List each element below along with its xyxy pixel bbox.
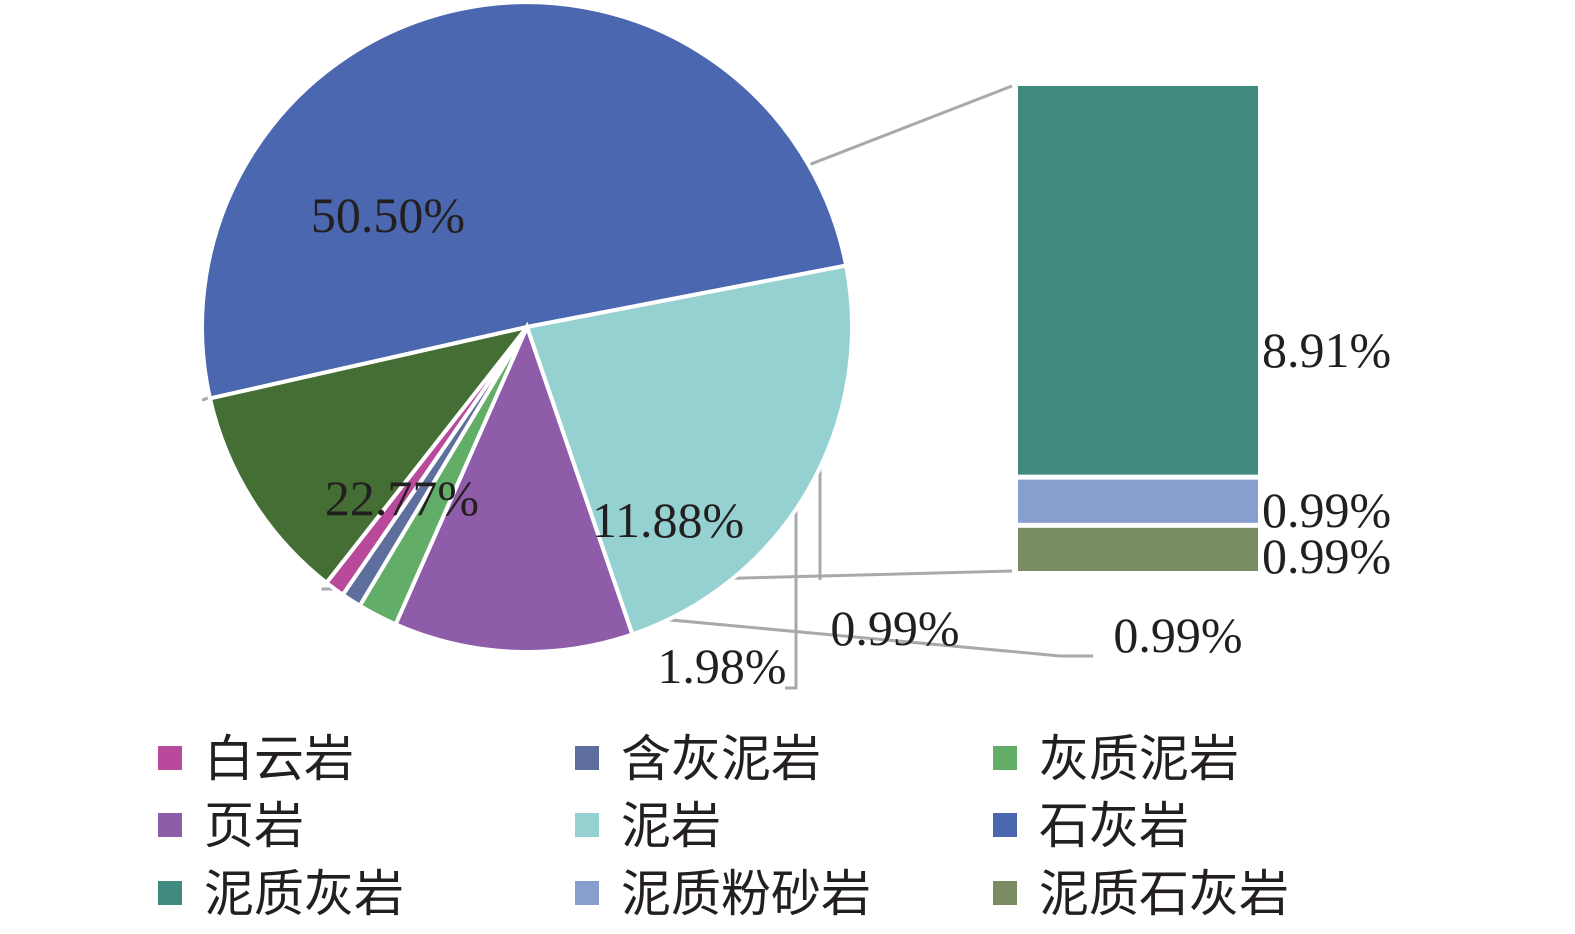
pie-slices <box>200 0 854 654</box>
slice-label-2: 11.88% <box>592 492 744 548</box>
legend-swatch-7 <box>575 881 599 905</box>
legend-item-8: 泥质石灰岩 <box>993 865 1289 923</box>
legend-item-7: 泥质粉砂岩 <box>575 865 871 923</box>
legend-label-7: 泥质粉砂岩 <box>621 865 871 923</box>
legend-swatch-5 <box>993 813 1017 837</box>
bar-segment-1 <box>1018 479 1258 523</box>
bar-label-1: 0.99% <box>1262 482 1391 538</box>
legend-swatch-6 <box>158 881 182 905</box>
slice-label-0: 50.50% <box>311 187 465 243</box>
legend-label-0: 白云岩 <box>204 730 354 788</box>
bar-label-2: 0.99% <box>1262 528 1391 584</box>
legend-item-4: 泥岩 <box>575 797 721 855</box>
legend-item-1: 含灰泥岩 <box>575 730 821 788</box>
legend-item-5: 石灰岩 <box>993 797 1189 855</box>
breakdown-bar <box>1018 86 1258 571</box>
slice-label-4: 0.99% <box>830 600 959 656</box>
legend-item-3: 页岩 <box>158 797 304 855</box>
legend-label-4: 泥岩 <box>621 797 721 855</box>
legend-item-0: 白云岩 <box>158 730 354 788</box>
legend-swatch-1 <box>575 746 599 770</box>
data-labels: 50.50%22.77% 11.88%1.98%0.99% 0.99%8.91%0.… <box>311 187 1391 694</box>
pie-slice-2 <box>393 321 635 654</box>
pie-slice-0 <box>200 0 849 401</box>
legend-swatch-8 <box>993 881 1017 905</box>
bar-segment-2 <box>1018 527 1258 571</box>
legend-swatch-2 <box>993 746 1017 770</box>
legend-swatch-3 <box>158 813 182 837</box>
bar-label-0: 8.91% <box>1262 322 1391 378</box>
pie-slice-1 <box>524 263 854 637</box>
legend-item-6: 泥质灰岩 <box>158 865 404 923</box>
legend-label-6: 泥质灰岩 <box>204 865 404 923</box>
slice-label-5: 0.99% <box>1113 607 1242 663</box>
pie-slice-6 <box>207 323 533 586</box>
legend-label-1: 含灰泥岩 <box>621 730 821 788</box>
legend-item-2: 灰质泥岩 <box>993 730 1239 788</box>
legend-label-5: 石灰岩 <box>1039 797 1189 855</box>
bar-segment-0 <box>1018 86 1258 475</box>
slice-label-1: 22.77% <box>325 470 479 526</box>
legend-label-3: 页岩 <box>204 797 304 855</box>
legend-swatch-0 <box>158 746 182 770</box>
slice-label-3: 1.98% <box>657 638 786 694</box>
legend-swatch-4 <box>575 813 599 837</box>
legend-label-8: 泥质石灰岩 <box>1039 865 1289 923</box>
legend-label-2: 灰质泥岩 <box>1039 730 1239 788</box>
